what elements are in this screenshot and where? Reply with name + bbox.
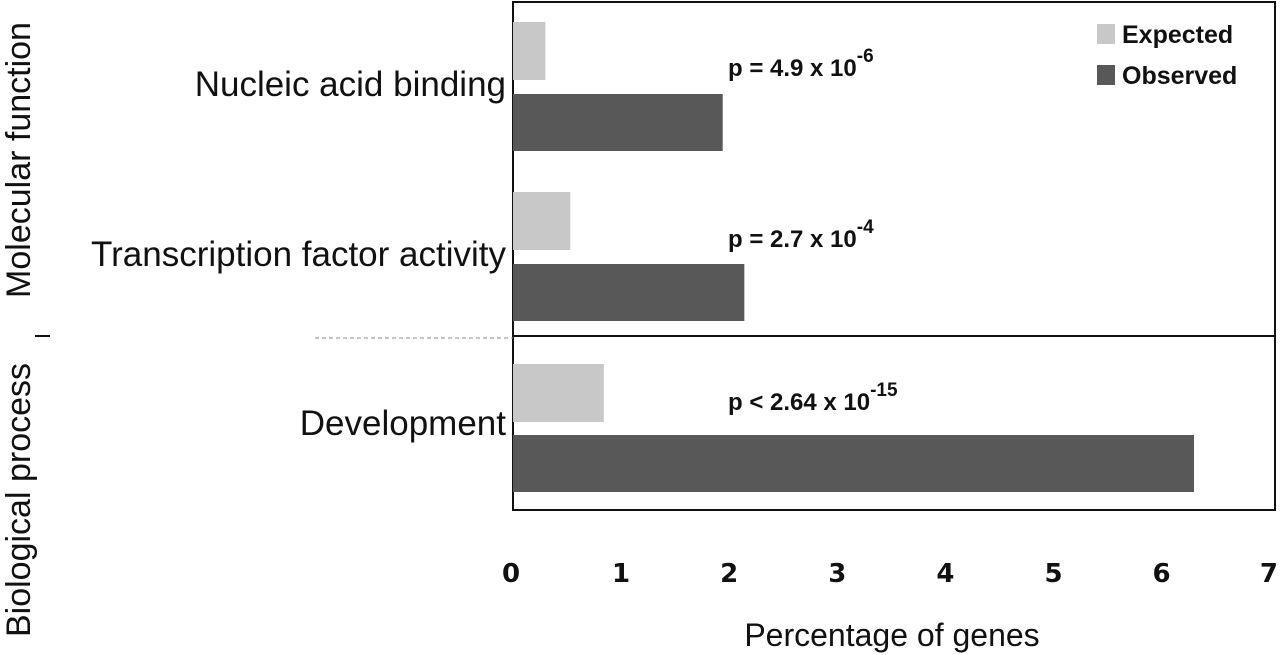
group-label-molecular-function: Molecular function bbox=[0, 22, 38, 298]
category-label-development: Development bbox=[300, 404, 506, 443]
bar-expected-transcription-factor-activity bbox=[513, 192, 571, 250]
x-axis-ticks: 0 1 2 3 4 5 6 7 bbox=[502, 559, 1278, 589]
x-tick-label-0: 0 bbox=[502, 559, 520, 589]
category-label-transcription-factor-activity: Transcription factor activity bbox=[91, 235, 506, 274]
category-label-nucleic-acid-binding: Nucleic acid binding bbox=[195, 65, 506, 104]
x-axis-title: Percentage of genes bbox=[744, 617, 1039, 653]
p-value-base: p < 2.64 x 10 bbox=[728, 389, 870, 416]
p-value-base: p = 2.7 x 10 bbox=[728, 226, 857, 253]
x-tick-label-4: 4 bbox=[936, 559, 954, 589]
legend-label-observed: Observed bbox=[1122, 62, 1237, 90]
p-value-development: p < 2.64 x 10-15 bbox=[728, 380, 898, 416]
p-value-exponent: -15 bbox=[870, 380, 898, 401]
x-tick-label-6: 6 bbox=[1153, 559, 1171, 589]
bars-group bbox=[513, 22, 1195, 492]
bar-observed-nucleic-acid-binding bbox=[513, 94, 723, 151]
bar-observed-transcription-factor-activity bbox=[513, 264, 745, 321]
x-tick-label-5: 5 bbox=[1044, 559, 1062, 589]
legend: Expected Observed bbox=[1097, 21, 1237, 90]
bar-observed-development bbox=[513, 435, 1195, 492]
x-tick-label-2: 2 bbox=[720, 559, 738, 589]
bar-expected-nucleic-acid-binding bbox=[513, 22, 546, 80]
legend-swatch-observed bbox=[1097, 65, 1115, 85]
x-tick-label-3: 3 bbox=[828, 559, 846, 589]
x-tick-label-7: 7 bbox=[1260, 559, 1278, 589]
bar-expected-development bbox=[513, 364, 604, 422]
group-label-biological-process: Biological process bbox=[0, 363, 38, 637]
legend-label-expected: Expected bbox=[1122, 21, 1233, 49]
p-value-exponent: -6 bbox=[857, 46, 874, 67]
x-tick-label-1: 1 bbox=[612, 559, 630, 589]
p-value-transcription-factor-activity: p = 2.7 x 10-4 bbox=[728, 217, 874, 253]
plot-frame bbox=[512, 1, 1276, 511]
p-value-base: p = 4.9 x 10 bbox=[728, 55, 857, 82]
legend-swatch-expected bbox=[1097, 24, 1115, 44]
p-value-exponent: -4 bbox=[857, 217, 874, 238]
p-value-nucleic-acid-binding: p = 4.9 x 10-6 bbox=[728, 46, 874, 82]
